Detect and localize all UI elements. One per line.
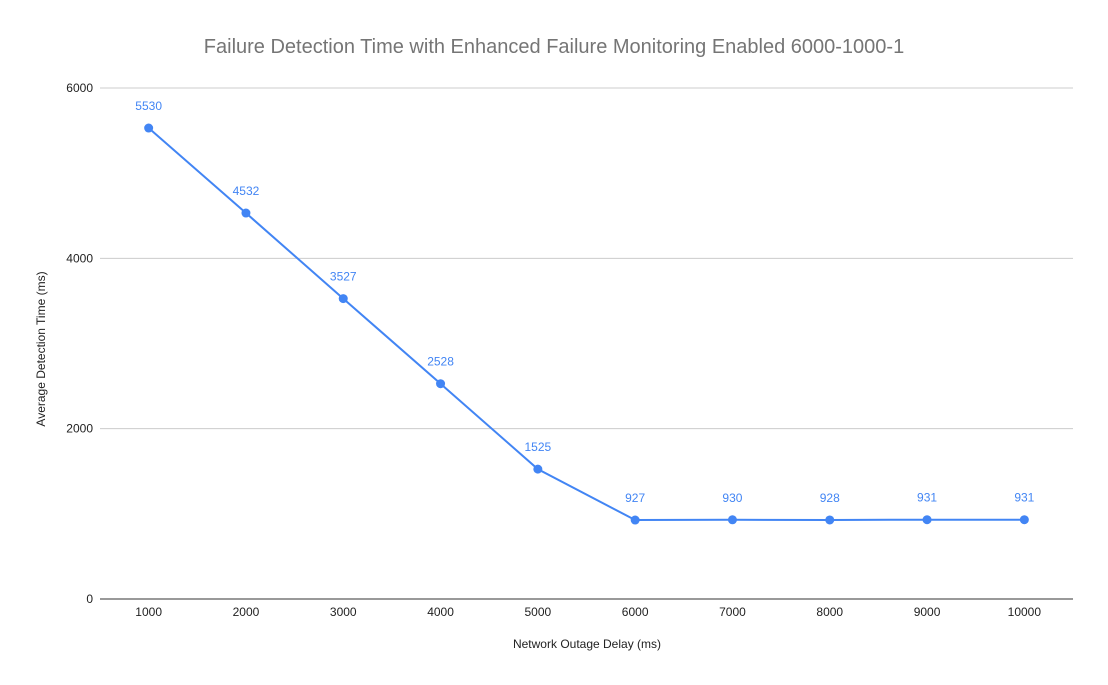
data-point	[533, 464, 543, 474]
gridlines	[100, 87, 1073, 600]
data-label: 2528	[427, 355, 454, 369]
y-tick-label: 2000	[66, 422, 93, 436]
x-tick-label: 4000	[427, 605, 454, 619]
chart-title: Failure Detection Time with Enhanced Fai…	[204, 36, 904, 58]
x-tick-label: 5000	[524, 605, 551, 619]
data-label: 4532	[233, 184, 260, 198]
data-point	[338, 294, 348, 304]
data-labels: 5530 4532 3527 2528 1525 927 930 928 931 931	[135, 99, 1034, 505]
data-point	[436, 379, 446, 389]
x-tick-label: 1000	[135, 605, 162, 619]
x-tick-label: 9000	[914, 605, 941, 619]
data-label: 931	[917, 491, 937, 505]
data-point	[922, 515, 932, 525]
data-point	[727, 515, 737, 525]
data-label: 927	[625, 491, 645, 505]
data-point	[241, 208, 251, 218]
series-line	[144, 123, 1029, 525]
data-label: 5530	[135, 99, 162, 113]
data-point	[825, 515, 835, 525]
x-axis-ticks: 1000 2000 3000 4000 5000 6000 7000 8000 9000 1000…	[135, 605, 1041, 619]
x-tick-label: 10000	[1008, 605, 1042, 619]
data-point	[1019, 515, 1029, 525]
data-label: 930	[722, 491, 742, 505]
data-label: 3527	[330, 270, 357, 284]
data-label: 928	[820, 491, 840, 505]
data-point	[630, 515, 640, 525]
x-axis-label: Network Outage Delay (ms)	[513, 637, 661, 651]
x-tick-label: 6000	[622, 605, 649, 619]
x-tick-label: 3000	[330, 605, 357, 619]
x-tick-label: 2000	[233, 605, 260, 619]
y-axis-ticks: 0 2000 4000 6000	[66, 81, 93, 606]
y-tick-label: 6000	[66, 81, 93, 95]
data-label: 931	[1014, 491, 1034, 505]
y-axis-label: Average Detection Time (ms)	[34, 271, 48, 426]
x-tick-label: 7000	[719, 605, 746, 619]
data-point	[144, 123, 154, 133]
y-tick-label: 4000	[66, 251, 93, 265]
data-label: 1525	[524, 440, 551, 454]
series-line-path	[147, 127, 1025, 522]
y-tick-label: 0	[86, 592, 93, 606]
x-tick-label: 8000	[816, 605, 843, 619]
